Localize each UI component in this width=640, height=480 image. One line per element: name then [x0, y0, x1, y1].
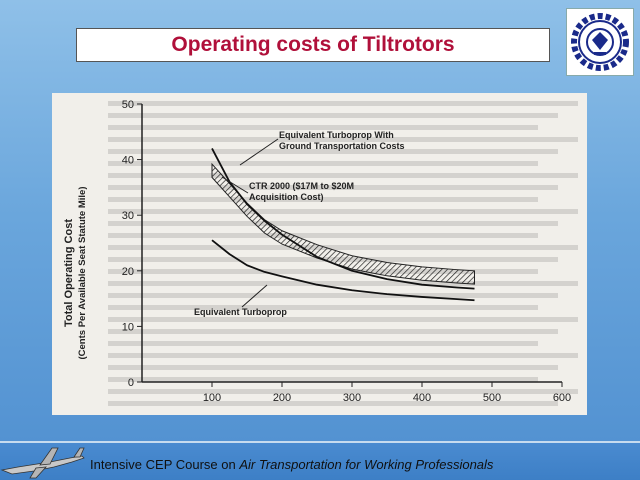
annotation-turboprop-ground-line2: Ground Transportation Costs [279, 141, 405, 151]
annotation-ctr-line2: Acquisition Cost) [249, 192, 324, 202]
texture-line [108, 293, 558, 298]
footer-bar [0, 443, 640, 480]
ctr-band [211, 162, 475, 285]
operating-cost-chart: 0 10 20 30 40 50 100 200 300 400 500 600 Total Ope… [63, 99, 578, 406]
slide-title: Operating costs of Tiltrotors [171, 33, 455, 56]
texture-line [108, 329, 558, 334]
chart-panel: 0 10 20 30 40 50 100 200 300 400 500 600 Total Ope… [52, 93, 587, 415]
texture-line [108, 233, 538, 238]
annotation-turboprop-ground-line1: Equivalent Turboprop With [279, 130, 394, 140]
y-tick-label: 10 [122, 321, 134, 333]
texture-line [108, 389, 578, 394]
y-tick-label: 0 [128, 377, 134, 389]
x-tick-label: 500 [483, 392, 501, 404]
texture-line [108, 125, 538, 130]
texture-line [108, 353, 578, 358]
texture-line [108, 221, 558, 226]
texture-line [108, 377, 538, 382]
texture-line [108, 401, 558, 406]
y-tick-label: 20 [122, 266, 134, 278]
texture-line [108, 137, 578, 142]
institute-logo [566, 8, 634, 76]
footer-prefix: Intensive CEP Course on [90, 457, 240, 472]
texture-line [108, 113, 558, 118]
series-line-turboprop-ground [211, 148, 475, 290]
texture-line [108, 305, 538, 310]
footer-divider [0, 441, 640, 443]
ctr-2000-band [211, 162, 475, 285]
texture-line [108, 173, 578, 178]
y-tick-label: 30 [122, 210, 134, 222]
x-tick-label: 300 [343, 392, 361, 404]
texture-line [108, 149, 558, 154]
texture-line [108, 101, 578, 106]
y-axis-sublabel: (Cents Per Available Seat Statute Mile) [77, 187, 88, 360]
x-ticks: 100 200 300 400 500 600 [203, 382, 571, 404]
texture-line [108, 161, 538, 166]
gear-logo-icon [571, 13, 629, 71]
texture-line [108, 185, 558, 190]
leader-turboprop-ground [239, 138, 279, 166]
leader-turboprop [241, 284, 268, 308]
texture-line [108, 365, 558, 370]
airplane-icon [0, 447, 85, 479]
footer-course-name: Air Transportation for Working Professio… [239, 457, 494, 472]
texture-line [108, 209, 578, 214]
texture-line [108, 197, 538, 202]
series-lines [211, 148, 475, 302]
leader-ctr [221, 176, 249, 194]
x-tick-label: 100 [203, 392, 221, 404]
texture-line [108, 245, 578, 250]
texture-line [108, 281, 578, 286]
texture-line [108, 269, 538, 274]
annotation-ctr-line1: CTR 2000 ($17M to $20M [249, 181, 354, 191]
x-tick-label: 400 [413, 392, 431, 404]
y-ticks: 0 10 20 30 40 50 [122, 99, 142, 389]
y-axis-label: Total Operating Cost [63, 219, 75, 327]
texture-line [108, 341, 538, 346]
title-box: Operating costs of Tiltrotors [76, 28, 550, 62]
footer-text: Intensive CEP Course on Air Transportati… [90, 457, 493, 472]
series-line-turboprop [211, 239, 475, 302]
x-tick-label: 200 [273, 392, 291, 404]
texture-line [108, 317, 578, 322]
annotation-turboprop: Equivalent Turboprop [194, 307, 287, 317]
y-tick-label: 50 [122, 99, 134, 111]
x-tick-label: 600 [553, 392, 571, 404]
y-tick-label: 40 [122, 155, 134, 167]
